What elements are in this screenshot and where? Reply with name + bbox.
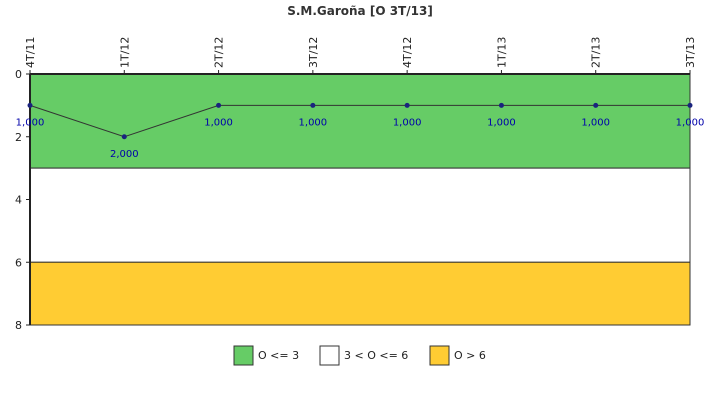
series-line (29, 104, 690, 138)
legend: O <= 3 3 < O <= 6 O > 6 (233, 345, 486, 366)
data-point (27, 102, 33, 108)
x-tick-label: 3T/12 (307, 37, 320, 68)
x-tick-label: 2T/12 (213, 37, 226, 68)
y-tick-label: 4 (15, 194, 22, 207)
legend-label: O <= 3 (258, 349, 299, 362)
band-1 (29, 167, 691, 263)
chart-title: S.M.Garoña [O 3T/13] (287, 4, 433, 18)
data-label: 1,000 (676, 117, 705, 128)
data-label: 1,000 (299, 117, 328, 128)
x-tick-label: 1T/13 (495, 37, 508, 68)
series-line: 1,000 2,000 1,000 1,000 1,000 1,000 1,000 1,000 (16, 102, 705, 160)
y-tick-label: 2 (15, 131, 22, 144)
x-tick-label: 3T/13 (684, 37, 697, 68)
data-point (498, 102, 504, 108)
data-label: 2,000 (110, 149, 139, 160)
y-tick-label: 6 (15, 256, 22, 269)
data-label: 1,000 (581, 117, 610, 128)
data-point (310, 102, 316, 108)
legend-swatch (319, 345, 340, 366)
legend-label: O > 6 (454, 349, 486, 362)
data-point (216, 102, 222, 108)
axes: 0 2 4 6 8 4T/11 1T/12 2T/12 3T/12 4T/12 1T/13 2T/13… (15, 37, 697, 332)
legend-label: 3 < O <= 6 (344, 349, 408, 362)
data-label: 1,000 (16, 117, 45, 128)
band-0 (29, 73, 691, 169)
legend-swatch (233, 345, 254, 366)
data-point (404, 102, 410, 108)
threshold-bands (29, 73, 691, 326)
x-tick-label: 2T/13 (590, 37, 603, 68)
x-tick-label: 1T/12 (118, 37, 131, 68)
data-point (593, 102, 599, 108)
x-tick-label: 4T/11 (24, 37, 37, 68)
x-tick-label: 4T/12 (401, 37, 414, 68)
data-label: 1,000 (393, 117, 422, 128)
y-tick-label: 0 (15, 68, 22, 81)
data-point (121, 134, 127, 140)
data-point (687, 102, 693, 108)
y-tick-label: 8 (15, 319, 22, 332)
legend-swatch (429, 345, 450, 366)
data-label: 1,000 (487, 117, 516, 128)
data-label: 1,000 (204, 117, 233, 128)
band-2 (29, 261, 691, 326)
